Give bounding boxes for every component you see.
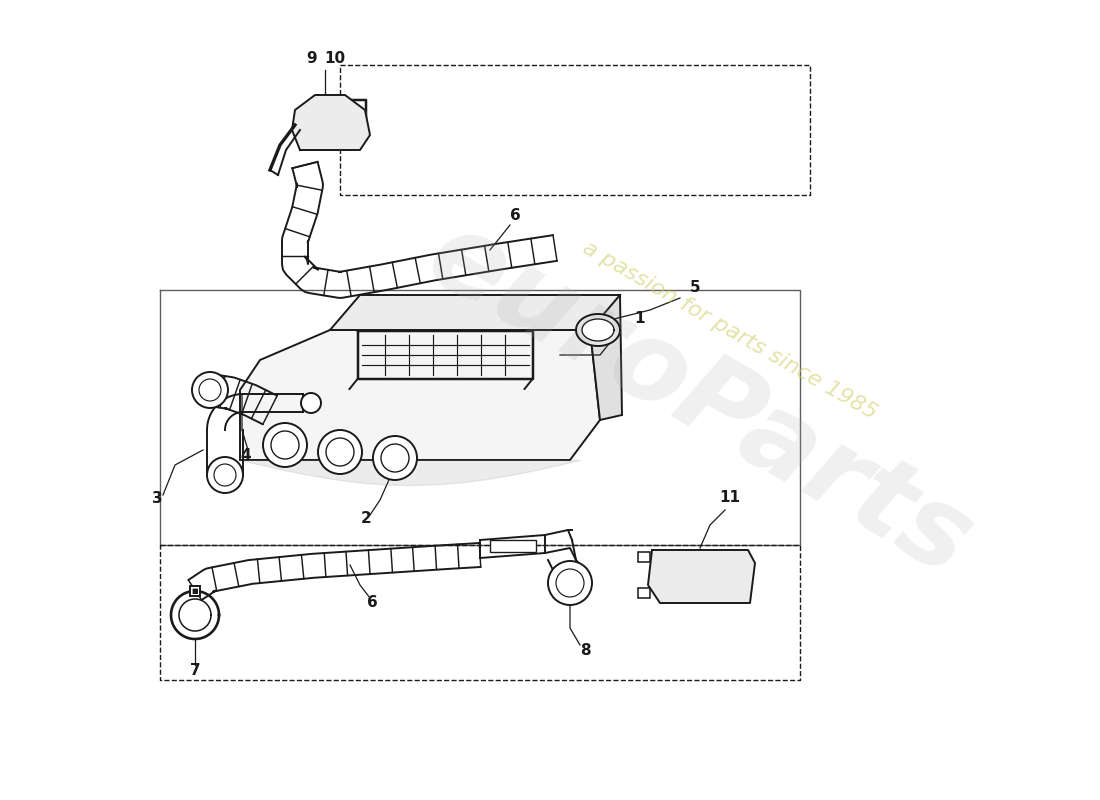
Text: euroParts: euroParts	[409, 202, 990, 598]
Text: 3: 3	[152, 491, 163, 506]
Polygon shape	[648, 550, 755, 603]
Polygon shape	[576, 314, 620, 346]
Text: 1: 1	[635, 311, 646, 326]
Text: 11: 11	[719, 490, 740, 505]
Polygon shape	[240, 330, 600, 460]
Circle shape	[326, 438, 354, 466]
Circle shape	[318, 430, 362, 474]
Polygon shape	[582, 319, 614, 341]
Circle shape	[271, 431, 299, 459]
Circle shape	[199, 379, 221, 401]
Text: 2: 2	[361, 511, 372, 526]
Circle shape	[263, 423, 307, 467]
Bar	[190, 586, 200, 596]
Circle shape	[214, 464, 236, 486]
Polygon shape	[292, 95, 370, 150]
Text: 9: 9	[307, 51, 317, 66]
Circle shape	[207, 457, 243, 493]
Text: 7: 7	[189, 663, 200, 678]
Bar	[638, 588, 650, 598]
Polygon shape	[330, 295, 620, 330]
Text: 10: 10	[324, 51, 345, 66]
Circle shape	[373, 436, 417, 480]
Circle shape	[548, 561, 592, 605]
Text: 6: 6	[366, 595, 377, 610]
Text: ■: ■	[191, 588, 198, 594]
Text: 5: 5	[690, 280, 701, 295]
Text: 6: 6	[509, 208, 520, 223]
Text: 8: 8	[580, 643, 591, 658]
Bar	[490, 540, 536, 552]
Polygon shape	[590, 295, 621, 420]
Bar	[638, 552, 650, 562]
Circle shape	[381, 444, 409, 472]
Circle shape	[192, 372, 228, 408]
Circle shape	[301, 393, 321, 413]
Circle shape	[556, 569, 584, 597]
Text: 4: 4	[241, 448, 251, 463]
Text: a passion for parts since 1985: a passion for parts since 1985	[580, 238, 881, 422]
